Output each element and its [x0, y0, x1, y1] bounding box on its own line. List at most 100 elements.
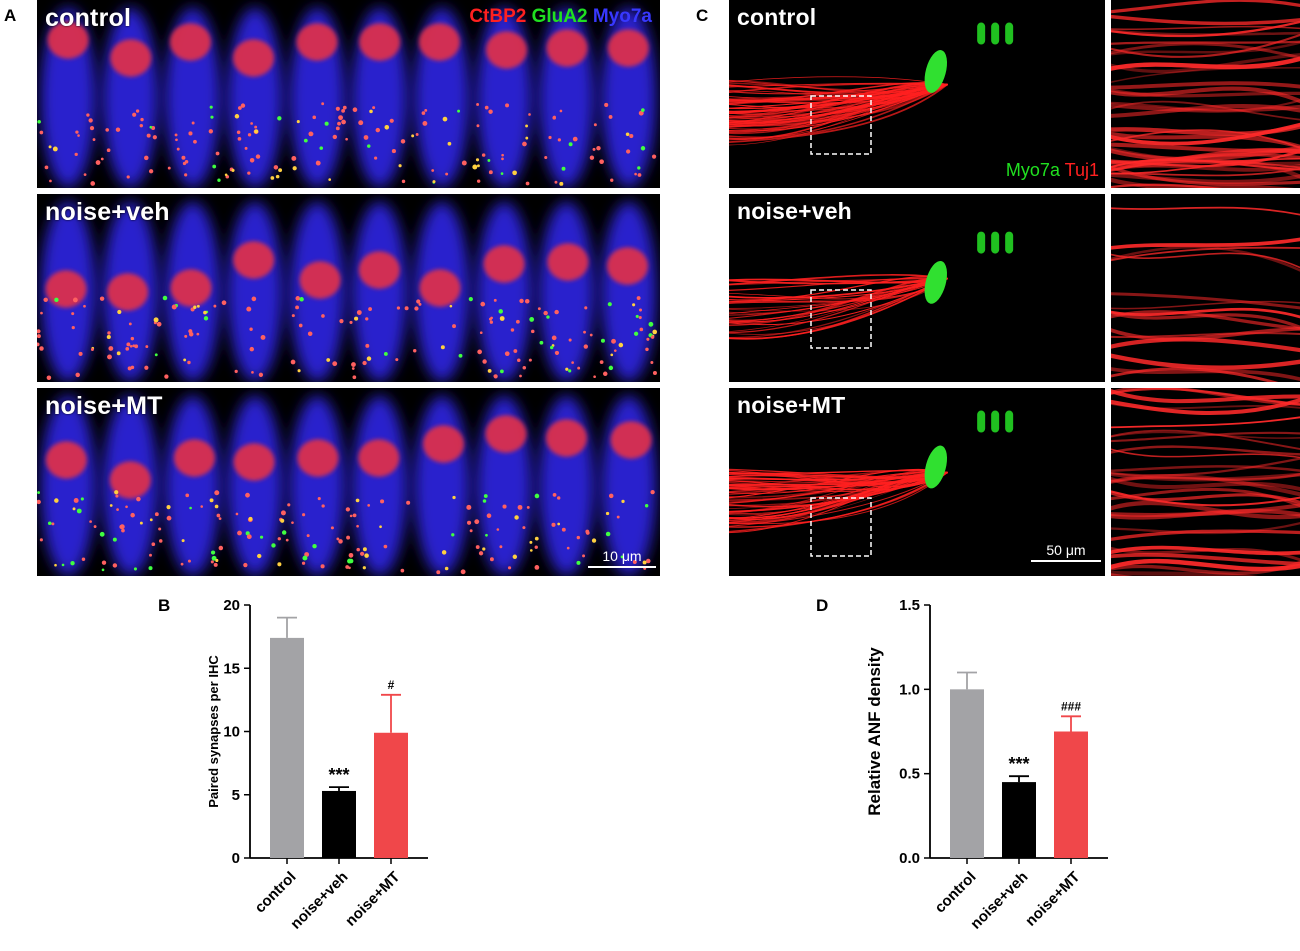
synapse-punctum: [383, 352, 388, 356]
synapse-punctum: [158, 527, 162, 531]
nerve-fiber: [729, 84, 948, 132]
micrograph-c-noise-veh: noise+veh: [729, 194, 1105, 382]
synapse-punctum: [281, 530, 287, 535]
synapse-punctum: [81, 557, 86, 561]
synapse-punctum: [431, 169, 435, 172]
synapse-punctum: [251, 296, 257, 302]
synapse-punctum: [365, 343, 370, 348]
synapse-punctum: [149, 125, 153, 129]
synapse-punctum: [539, 340, 544, 345]
synapse-punctum: [551, 522, 556, 527]
synapse-punctum: [287, 503, 291, 507]
synapse-punctum: [355, 498, 360, 503]
synapse-punctum: [356, 547, 360, 552]
synapse-punctum: [312, 543, 317, 549]
synapse-punctum: [258, 372, 264, 377]
panel-label-c: C: [696, 6, 709, 25]
zoom-fiber: [1111, 100, 1300, 121]
significance-mark: ***: [1008, 754, 1029, 774]
synapse-punctum: [299, 297, 304, 302]
zoom-fiber: [1111, 398, 1300, 416]
synapse-punctum: [54, 563, 57, 567]
inner-hair-cell: [924, 50, 948, 93]
zoom-fiber: [1111, 163, 1300, 172]
synapse-punctum: [112, 563, 118, 568]
synapse-punctum: [365, 317, 369, 321]
synapse-punctum: [126, 342, 131, 347]
synapse-punctum: [296, 120, 300, 124]
synapse-punctum: [645, 347, 649, 352]
synapse-punctum: [210, 560, 214, 564]
synapse-punctum: [444, 566, 449, 571]
synapse-punctum: [88, 118, 93, 123]
synapse-punctum: [367, 503, 371, 507]
synapse-punctum: [52, 146, 58, 152]
synapse-punctum: [483, 494, 488, 498]
synapse-punctum: [303, 138, 308, 143]
synapse-punctum: [349, 320, 353, 324]
synapse-punctum: [188, 131, 193, 136]
synapse-punctum: [566, 546, 570, 550]
synapse-punctum: [488, 109, 493, 114]
synapse-punctum: [487, 159, 491, 162]
synapse-punctum: [191, 121, 195, 125]
synapse-punctum: [593, 123, 597, 127]
synapse-punctum: [639, 327, 644, 332]
synapse-punctum: [249, 327, 253, 331]
nucleus: [109, 461, 151, 499]
synapse-punctum: [482, 547, 486, 551]
x-tick-label: control: [252, 868, 300, 916]
synapse-punctum: [39, 346, 44, 351]
synapse-punctum: [634, 172, 637, 176]
synapse-punctum: [466, 504, 472, 510]
synapse-punctum: [319, 146, 324, 150]
nerve-fiber: [729, 83, 948, 139]
synapse-punctum: [499, 316, 505, 321]
zoom-fiber: [1111, 103, 1300, 118]
x-tick-label: noise+MT: [342, 868, 403, 929]
synapse-punctum: [544, 155, 548, 160]
synapse-punctum: [117, 309, 122, 315]
synapse-punctum: [466, 520, 472, 525]
outer-hair-cell: [977, 22, 986, 45]
synapse-punctum: [321, 102, 325, 106]
nerve-fiber: [729, 84, 948, 127]
zoom-fiber: [1111, 246, 1300, 262]
synapse-punctum: [71, 312, 75, 316]
synapse-punctum: [557, 522, 561, 526]
synapse-punctum: [78, 351, 83, 356]
synapse-punctum: [368, 307, 372, 311]
synapse-punctum: [481, 153, 486, 157]
synapse-punctum: [184, 160, 189, 164]
synapse-punctum: [259, 535, 264, 539]
synapse-punctum: [338, 539, 343, 544]
synapse-punctum: [37, 334, 41, 339]
synapse-punctum: [524, 298, 530, 304]
synapse-punctum: [546, 315, 550, 319]
synapse-punctum: [290, 359, 296, 365]
hair-cell-body: [352, 395, 408, 576]
synapse-punctum: [445, 172, 449, 176]
synapse-punctum: [482, 499, 487, 503]
synapse-punctum: [548, 135, 552, 140]
synapse-punctum: [214, 504, 219, 509]
synapse-punctum: [504, 351, 510, 357]
y-tick-label: 20: [223, 597, 240, 614]
synapse-punctum: [534, 536, 539, 541]
synapse-punctum: [154, 353, 158, 357]
synapse-punctum: [346, 535, 351, 540]
synapse-punctum: [196, 332, 200, 336]
bar: [374, 732, 408, 858]
synapse-punctum: [49, 179, 52, 183]
nucleus: [422, 425, 465, 463]
synapse-punctum: [188, 329, 193, 334]
synapse-punctum: [496, 528, 500, 531]
synapse-punctum: [156, 321, 162, 327]
synapse-punctum: [86, 113, 90, 117]
synapse-punctum: [149, 518, 153, 522]
synapse-punctum: [119, 524, 124, 529]
nucleus: [107, 273, 149, 311]
synapse-punctum: [99, 531, 105, 537]
synapse-punctum: [345, 565, 350, 569]
synapse-punctum: [367, 144, 371, 148]
